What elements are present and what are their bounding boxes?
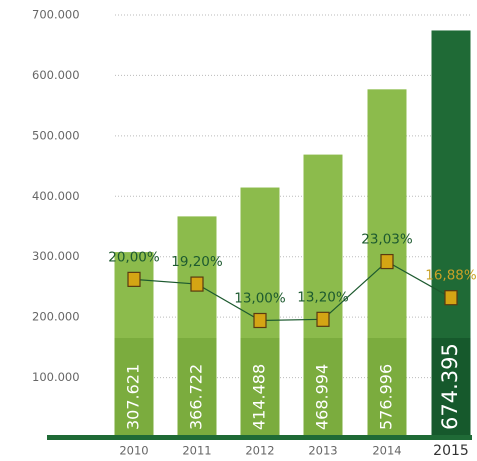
bar-shade xyxy=(114,338,154,438)
x-tick-label: 2010 xyxy=(119,444,148,458)
y-tick-label: 500.000 xyxy=(32,128,80,142)
line-value-label: 16,88% xyxy=(425,268,477,284)
bar-shade xyxy=(240,338,280,438)
bar-value-label: 468.994 xyxy=(313,364,332,430)
marker xyxy=(316,311,330,327)
line xyxy=(133,260,452,322)
line-value-label: 19,20% xyxy=(171,254,223,270)
x-tick-label: 2014 xyxy=(372,444,401,458)
line-value-label: 13,20% xyxy=(297,289,349,305)
bar-shade xyxy=(177,338,217,438)
marker xyxy=(380,253,394,270)
bar-value-label: 576.996 xyxy=(377,364,396,430)
marker xyxy=(190,276,204,292)
bar-shade xyxy=(303,338,343,438)
line-value-label: 23,03% xyxy=(361,232,413,248)
baseline xyxy=(47,435,472,440)
bar-shade xyxy=(367,338,407,438)
bar-value-label: 307.621 xyxy=(124,364,143,430)
x-tick-label: 2012 xyxy=(245,444,274,458)
y-tick-label: 300.000 xyxy=(32,249,80,263)
y-tick-label: 200.000 xyxy=(32,310,80,324)
bar-value-label: 674.395 xyxy=(438,343,462,430)
y-tick-label: 700.000 xyxy=(32,8,80,22)
y-tick-label: 600.000 xyxy=(32,68,80,82)
bar-value-label: 366.722 xyxy=(187,364,206,430)
x-tick-label: 2015 xyxy=(433,443,469,459)
y-tick-label: 100.000 xyxy=(32,370,80,384)
x-tick-label: 2011 xyxy=(182,444,211,458)
marker xyxy=(444,290,458,306)
line-value-label: 20,00% xyxy=(108,249,160,265)
y-tick-label: 400.000 xyxy=(32,189,80,203)
marker xyxy=(127,271,141,287)
line-value-label: 13,00% xyxy=(234,291,286,307)
x-tick-label: 2013 xyxy=(308,444,337,458)
bar-shade xyxy=(431,338,471,438)
marker xyxy=(253,312,267,329)
bar-value-label: 414.488 xyxy=(250,364,269,430)
